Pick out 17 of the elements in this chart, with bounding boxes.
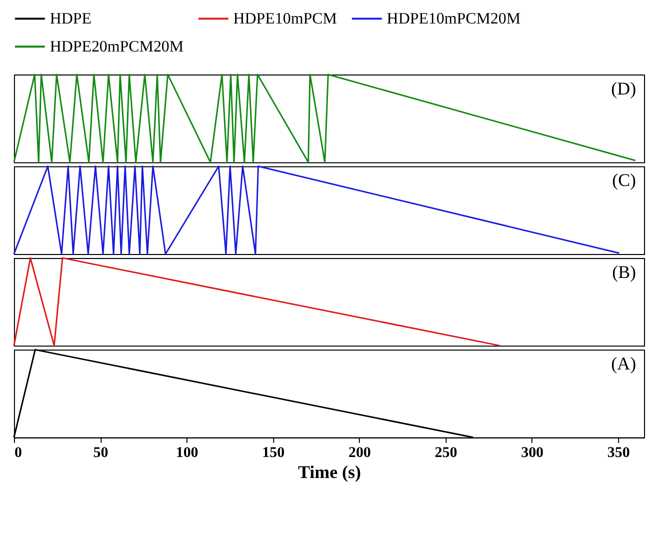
annotation: (C): [612, 170, 636, 190]
legend-label: HDPE20mPCM20M: [50, 38, 184, 56]
x-axis-title: Time (s): [298, 462, 361, 482]
x-tick-label: 0: [14, 444, 22, 461]
legend-label: HDPE: [50, 10, 92, 28]
legend-label: HDPE10mPCM20M: [386, 10, 521, 28]
x-tick-label: 50: [93, 444, 108, 461]
x-tick-label: 100: [176, 444, 198, 461]
legend-label: HDPE10mPCM: [233, 10, 337, 28]
annotation: (B): [612, 262, 636, 282]
x-tick-label: 150: [262, 444, 285, 461]
x-tick-label: 300: [521, 444, 544, 461]
x-tick-label: 250: [434, 444, 458, 461]
annotation: (D): [611, 78, 636, 98]
x-tick-label: 350: [607, 444, 630, 461]
annotation: (A): [611, 354, 636, 374]
x-tick-label: 200: [348, 444, 371, 461]
